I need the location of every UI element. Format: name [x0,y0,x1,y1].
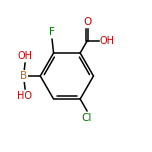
Text: B: B [20,71,27,81]
Text: O: O [83,17,91,27]
Text: HO: HO [17,91,32,101]
Text: OH: OH [100,36,115,46]
Text: Cl: Cl [82,113,92,123]
Text: OH: OH [18,51,33,61]
Text: F: F [49,27,55,37]
